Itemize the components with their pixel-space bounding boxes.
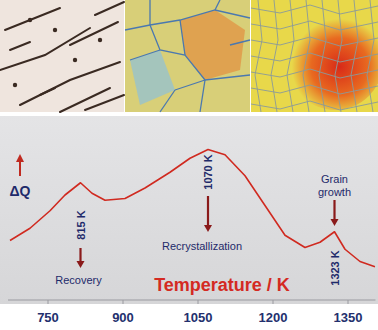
annotation: Recrystallization [162,240,242,252]
arrowhead [204,225,212,232]
crack [85,95,124,110]
x-tick-label: 750 [37,310,59,325]
grain-boundary [215,0,220,10]
grain-boundary [200,80,205,112]
cell-boundary [335,0,342,112]
crack [0,28,90,70]
micrograph-recovery [0,0,124,112]
x-axis-label: Temperature / K [154,275,290,295]
annotation: Recovery [55,274,102,286]
cell-boundary [251,85,378,94]
pore [13,83,17,87]
cell-boundary [251,5,378,14]
arrowhead [77,261,85,268]
cell-boundary [319,0,326,112]
cell-boundary [287,0,294,112]
x-tick-label: 900 [112,310,134,325]
cell-boundary [367,0,374,112]
cell-boundary [303,0,310,112]
grain [180,10,245,80]
grain-boundary [150,25,250,80]
arrow [333,200,335,221]
micrograph-recrystallization [125,0,250,112]
grain-boundary [125,10,250,30]
x-tick [273,300,274,304]
grain-boundary [230,40,250,45]
grain-boundary [180,20,185,55]
crack [95,2,124,15]
y-axis-label: ΔQ [10,183,31,199]
grain-boundary [130,50,160,60]
x-axis [8,300,376,301]
x-tick [348,300,349,304]
x-tick-label: 1050 [184,310,213,325]
cell-boundary [251,53,378,62]
grain-boundary [175,80,205,90]
grain [130,50,175,105]
blob [287,14,378,110]
cell-boundary [351,0,358,112]
crack [10,42,30,50]
x-tick [48,300,49,304]
x-tick [123,300,124,304]
pore [28,18,32,22]
micrographs [0,0,378,112]
figure: 750 900 1050 1200 1350 815 K Recovery 1070 K Rec… [0,0,378,330]
crack [70,22,118,45]
crack [20,62,120,105]
grain-boundary [160,90,175,112]
x-tick [198,300,199,304]
cell-boundary [251,101,378,110]
annotation-value: 1070 K [202,154,214,190]
plot-area [10,150,375,267]
crack [60,88,110,112]
y-arrow [19,160,21,176]
y-arrowhead [16,154,24,162]
cell-boundary [255,0,262,112]
x-tick-label: 1350 [334,310,363,325]
crack [40,88,55,95]
cell-boundary [271,0,278,112]
arrowhead [331,219,339,226]
pore [73,58,77,62]
arrow [207,196,209,227]
cell-boundary [251,21,378,30]
crack [5,8,60,30]
cell-boundary [251,69,378,78]
pore [98,38,102,42]
x-tick-label: 1200 [259,310,288,325]
annotation-value: 815 K [75,210,87,239]
pore [53,28,57,32]
plot-background [0,116,378,304]
cell-boundary [251,37,378,46]
annotation: Graingrowth [318,173,351,198]
annotation-value: 1323 K [329,250,341,286]
line [10,150,375,267]
grain-boundary [149,0,150,25]
chart: 750 900 1050 1200 1350 815 K Recovery 1070 K Rec… [0,0,378,330]
arrow [79,248,81,263]
